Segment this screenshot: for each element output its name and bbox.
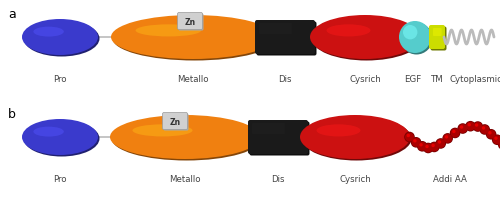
- Ellipse shape: [300, 115, 410, 159]
- Circle shape: [452, 130, 456, 133]
- FancyBboxPatch shape: [250, 122, 310, 156]
- FancyBboxPatch shape: [430, 27, 446, 51]
- Circle shape: [480, 125, 490, 135]
- Circle shape: [492, 136, 500, 145]
- Circle shape: [442, 133, 453, 144]
- Circle shape: [423, 143, 434, 154]
- Text: b: b: [8, 107, 16, 120]
- Circle shape: [475, 124, 478, 127]
- Circle shape: [420, 143, 423, 147]
- Circle shape: [424, 144, 432, 153]
- Circle shape: [450, 129, 460, 138]
- Circle shape: [403, 26, 417, 40]
- Circle shape: [399, 22, 431, 54]
- Circle shape: [436, 138, 446, 149]
- Text: Pro: Pro: [53, 75, 67, 84]
- Circle shape: [413, 139, 416, 143]
- FancyBboxPatch shape: [178, 14, 204, 31]
- Ellipse shape: [22, 20, 98, 56]
- Circle shape: [488, 131, 492, 135]
- Text: Dis: Dis: [271, 174, 285, 183]
- Circle shape: [465, 121, 475, 132]
- Circle shape: [400, 23, 432, 55]
- Circle shape: [417, 141, 428, 152]
- Text: EGF: EGF: [404, 75, 421, 84]
- Ellipse shape: [22, 119, 98, 155]
- Ellipse shape: [111, 16, 275, 60]
- Circle shape: [486, 129, 496, 140]
- Text: Zn: Zn: [184, 18, 196, 27]
- Text: Metallo: Metallo: [169, 174, 201, 183]
- Circle shape: [472, 122, 483, 132]
- Text: Dis: Dis: [278, 75, 292, 84]
- Circle shape: [426, 145, 428, 148]
- Circle shape: [412, 138, 420, 147]
- Circle shape: [482, 127, 485, 130]
- Ellipse shape: [34, 127, 64, 137]
- Circle shape: [474, 122, 482, 131]
- Text: a: a: [8, 8, 16, 21]
- Circle shape: [458, 124, 467, 133]
- Circle shape: [460, 126, 464, 129]
- Ellipse shape: [24, 121, 100, 157]
- Circle shape: [404, 132, 415, 143]
- Text: Addi AA: Addi AA: [433, 174, 467, 183]
- FancyBboxPatch shape: [255, 21, 315, 55]
- FancyBboxPatch shape: [259, 24, 292, 35]
- Ellipse shape: [110, 115, 260, 159]
- FancyBboxPatch shape: [252, 123, 285, 134]
- Text: TM: TM: [430, 75, 444, 84]
- FancyBboxPatch shape: [429, 26, 445, 50]
- Ellipse shape: [24, 21, 100, 57]
- Circle shape: [480, 125, 489, 134]
- Text: Metallo: Metallo: [177, 75, 209, 84]
- Circle shape: [418, 142, 426, 151]
- Circle shape: [492, 135, 500, 145]
- Circle shape: [486, 130, 496, 139]
- Circle shape: [432, 144, 435, 147]
- Ellipse shape: [310, 16, 420, 60]
- Ellipse shape: [132, 125, 192, 137]
- Text: Pro: Pro: [53, 174, 67, 183]
- Ellipse shape: [136, 25, 201, 37]
- Circle shape: [436, 139, 445, 148]
- Circle shape: [466, 122, 475, 131]
- Ellipse shape: [312, 17, 422, 61]
- FancyBboxPatch shape: [164, 114, 188, 131]
- Circle shape: [498, 140, 500, 149]
- Circle shape: [445, 135, 448, 139]
- Circle shape: [458, 124, 468, 134]
- FancyBboxPatch shape: [256, 22, 316, 56]
- Circle shape: [468, 123, 471, 127]
- Circle shape: [405, 133, 414, 142]
- Circle shape: [450, 128, 460, 139]
- Ellipse shape: [302, 117, 412, 161]
- Text: Cytoplasmic: Cytoplasmic: [450, 75, 500, 84]
- FancyBboxPatch shape: [162, 113, 188, 130]
- Circle shape: [411, 137, 422, 148]
- Text: Zn: Zn: [170, 117, 180, 126]
- Text: Cysrich: Cysrich: [339, 174, 371, 183]
- FancyBboxPatch shape: [433, 29, 442, 37]
- Circle shape: [443, 134, 452, 143]
- Ellipse shape: [112, 17, 276, 61]
- Circle shape: [429, 142, 440, 152]
- Ellipse shape: [34, 28, 64, 37]
- Circle shape: [494, 137, 498, 140]
- Circle shape: [430, 143, 439, 152]
- FancyBboxPatch shape: [178, 13, 203, 30]
- FancyBboxPatch shape: [248, 120, 308, 154]
- Text: Cysrich: Cysrich: [349, 75, 381, 84]
- Ellipse shape: [326, 25, 370, 37]
- Circle shape: [498, 140, 500, 150]
- Circle shape: [406, 134, 410, 138]
- Ellipse shape: [316, 125, 360, 137]
- Circle shape: [438, 141, 441, 144]
- Ellipse shape: [112, 117, 262, 161]
